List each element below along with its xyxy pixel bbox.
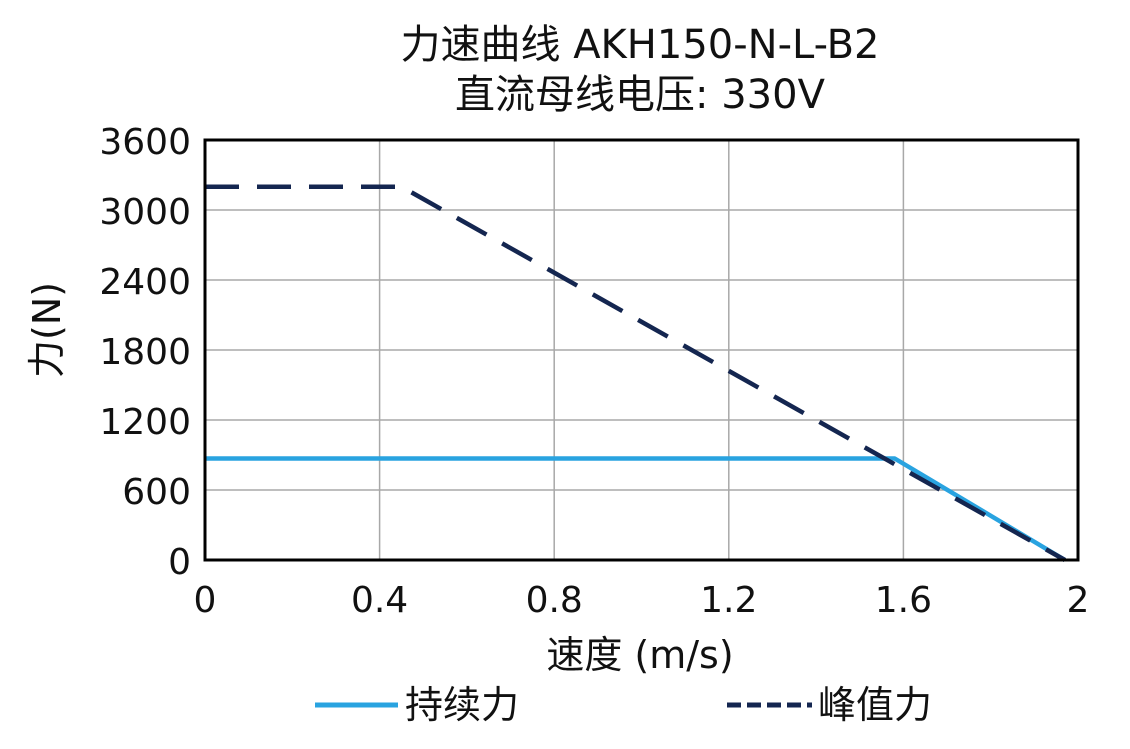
y-tick-label: 1800 [99,332,191,373]
x-tick-labels: 0 0.4 0.8 1.2 1.6 2 [194,580,1090,621]
grid-lines [204,139,1079,561]
x-tick-label: 1.2 [700,580,757,621]
legend-label-continuous: 持续力 [405,683,519,727]
chart-title: 力速曲线 AKH150-N-L-B2 [400,22,879,68]
series-line-continuous [205,456,1067,562]
x-tick-label: 0.8 [526,580,583,621]
x-axis-label: 速度 (m/s) [546,633,733,677]
series-lines [205,184,1067,562]
y-axis-label: 力(N) [25,282,69,378]
y-tick-label: 0 [168,542,191,583]
plot-frame [203,138,1080,562]
y-tick-label: 2400 [99,262,191,303]
y-tick-label: 3600 [99,122,191,163]
series-line-peak [205,184,1067,562]
x-tick-label: 0 [194,580,217,621]
legend-label-peak: 峰值力 [818,683,932,727]
x-tick-label: 2 [1067,580,1090,621]
x-tick-label: 0.4 [351,580,408,621]
legend: 持续力 峰值力 [315,683,932,727]
y-tick-label: 1200 [99,402,191,443]
y-tick-label: 600 [122,472,191,513]
y-tick-label: 3000 [99,192,191,233]
y-tick-labels: 0 600 1200 1800 2400 3000 3600 [99,122,191,583]
x-tick-label: 1.6 [875,580,932,621]
chart-subtitle: 直流母线电压: 330V [455,72,826,118]
